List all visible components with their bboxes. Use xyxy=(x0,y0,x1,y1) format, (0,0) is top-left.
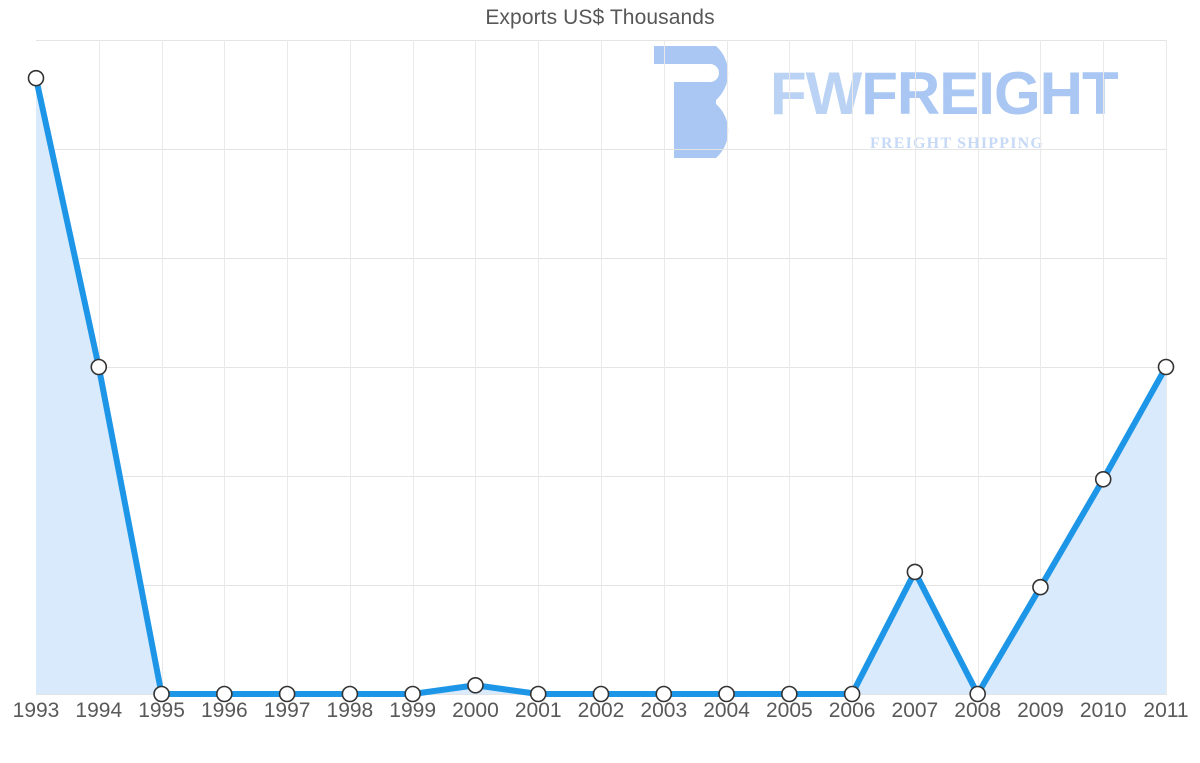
data-series-line-area xyxy=(27,69,1175,703)
x-axis-tick-label: 2003 xyxy=(640,699,688,722)
data-point-markers xyxy=(27,69,1175,703)
data-point-marker[interactable] xyxy=(341,685,359,703)
gridline-vertical xyxy=(663,40,665,694)
x-axis-tick-label: 1995 xyxy=(138,699,185,722)
gridline-vertical xyxy=(601,40,602,694)
data-point-marker[interactable] xyxy=(843,685,861,703)
x-axis-tick-label: 2000 xyxy=(452,699,499,722)
gridline-vertical xyxy=(726,40,728,694)
x-axis-tick-label: 1994 xyxy=(75,699,123,722)
data-point-marker[interactable] xyxy=(781,685,798,703)
x-axis-tick-label: 2011 xyxy=(1143,699,1189,722)
data-point-marker[interactable] xyxy=(1157,358,1175,376)
data-point-marker[interactable] xyxy=(467,676,484,694)
gridline-vertical xyxy=(538,40,540,694)
x-axis-tick-label: 1997 xyxy=(263,699,311,722)
data-point-marker[interactable] xyxy=(278,685,296,703)
x-axis-tick-label: 2008 xyxy=(954,699,1002,722)
gridline-vertical xyxy=(1040,40,1042,694)
gridline-vertical xyxy=(224,40,226,694)
data-point-marker[interactable] xyxy=(906,563,924,581)
gridline-vertical xyxy=(914,40,916,694)
x-axis-tick-label: 1998 xyxy=(326,699,374,722)
data-point-marker[interactable] xyxy=(1094,470,1112,488)
gridline-vertical xyxy=(977,40,979,694)
x-axis-tick-label: 2007 xyxy=(891,699,939,722)
x-axis-tick-label: 1996 xyxy=(200,699,248,722)
data-point-marker[interactable] xyxy=(27,69,45,87)
data-point-marker[interactable] xyxy=(969,685,986,703)
gridline-vertical xyxy=(475,40,477,694)
data-point-marker[interactable] xyxy=(592,685,610,703)
series-line-path xyxy=(33,75,1169,697)
data-point-marker[interactable] xyxy=(216,685,233,703)
x-axis-tick-label: 2002 xyxy=(577,699,625,722)
plot-area: 0123456 19931994199519961997199819992000… xyxy=(13,40,1189,721)
x-axis-tick-label: 2001 xyxy=(514,699,562,722)
x-axis-tick-label: 2005 xyxy=(765,699,813,722)
data-point-marker[interactable] xyxy=(718,685,735,703)
x-axis-tick-label: 2004 xyxy=(703,699,750,722)
gridline-vertical xyxy=(287,40,289,694)
x-axis-tick-label: 2006 xyxy=(828,699,876,722)
data-point-marker[interactable] xyxy=(404,685,421,703)
x-axis-tick-label: 2010 xyxy=(1079,699,1127,722)
data-point-marker[interactable] xyxy=(529,685,547,703)
x-axis-tick-label: 2009 xyxy=(1017,699,1064,722)
gridline-vertical xyxy=(1103,40,1105,694)
gridline-vertical xyxy=(161,40,163,694)
x-axis-tick-label: 1993 xyxy=(12,699,60,722)
gridline-vertical xyxy=(789,40,791,694)
gridline-vertical xyxy=(412,40,414,694)
gridline-vertical xyxy=(852,40,854,694)
area-fill-path xyxy=(36,78,1166,694)
data-point-marker[interactable] xyxy=(153,685,170,703)
data-point-marker[interactable] xyxy=(90,358,108,376)
data-point-marker[interactable] xyxy=(655,685,673,703)
chart-title: Exports US$ Thousands xyxy=(485,6,715,29)
x-axis-tick-label: 1999 xyxy=(389,699,437,722)
data-point-marker[interactable] xyxy=(1032,578,1049,596)
gridline-vertical xyxy=(349,40,351,694)
